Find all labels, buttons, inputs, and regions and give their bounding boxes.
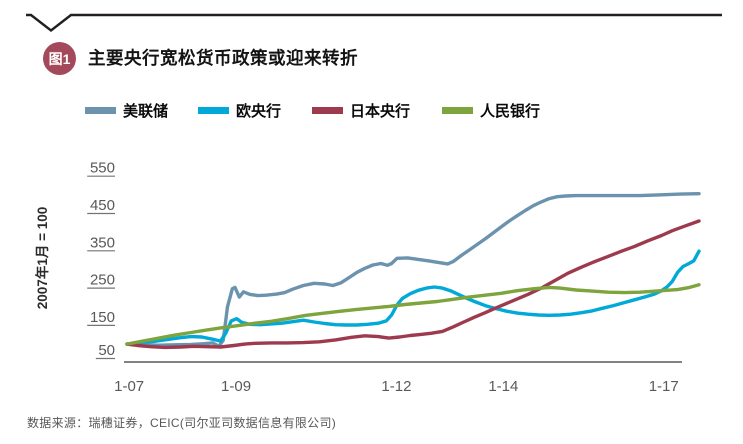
- y-tick-label: 350: [90, 234, 115, 251]
- legend-swatch-boj: [312, 107, 343, 114]
- legend-item-fed: 美联储: [85, 100, 168, 121]
- x-tick-label: 1-14: [488, 378, 518, 395]
- y-tick-label: 450: [90, 197, 115, 214]
- y-tick-label: 550: [90, 160, 115, 177]
- legend-swatch-fed: [85, 107, 116, 114]
- legend-item-boj: 日本央行: [312, 100, 410, 121]
- source-note: 数据来源：瑞穗证券，CEIC(司尔亚司数据信息有限公司): [27, 416, 337, 430]
- legend-item-ecb: 欧央行: [198, 100, 281, 121]
- legend-swatch-pboc: [442, 107, 473, 114]
- series-line-1-欧央行: [125, 249, 701, 346]
- figure-badge-label: 图1: [48, 50, 71, 67]
- y-axis-title: 2007年1月 = 100: [34, 207, 50, 309]
- y-tick-label: 50: [98, 342, 115, 359]
- x-tick-label: 1-07: [114, 378, 144, 395]
- legend-label-fed: 美联储: [123, 103, 169, 120]
- series-line-2-日本央行: [125, 219, 701, 350]
- y-tick-label: 150: [90, 309, 115, 326]
- x-tick-label: 1-09: [221, 378, 251, 395]
- x-tick-label: 1-17: [649, 378, 679, 395]
- legend-label-ecb: 欧央行: [236, 103, 282, 120]
- legend-item-pboc: 人民银行: [442, 100, 540, 121]
- legend-label-pboc: 人民银行: [480, 103, 541, 120]
- top-rule: [26, 13, 722, 33]
- legend-swatch-ecb: [198, 107, 229, 114]
- series-line-3-人民银行: [125, 283, 701, 346]
- x-tick-label: 1-12: [381, 378, 411, 395]
- legend-label-boj: 日本央行: [350, 103, 411, 120]
- y-tick-label: 250: [90, 272, 115, 289]
- chart-legend: 美联储 欧央行 日本央行 人民银行: [0, 100, 743, 120]
- figure-title: 主要央行宽松货币政策或迎来转折: [88, 48, 358, 68]
- figure-badge: 图1: [43, 42, 76, 75]
- series-line-0-美联储: [125, 192, 701, 348]
